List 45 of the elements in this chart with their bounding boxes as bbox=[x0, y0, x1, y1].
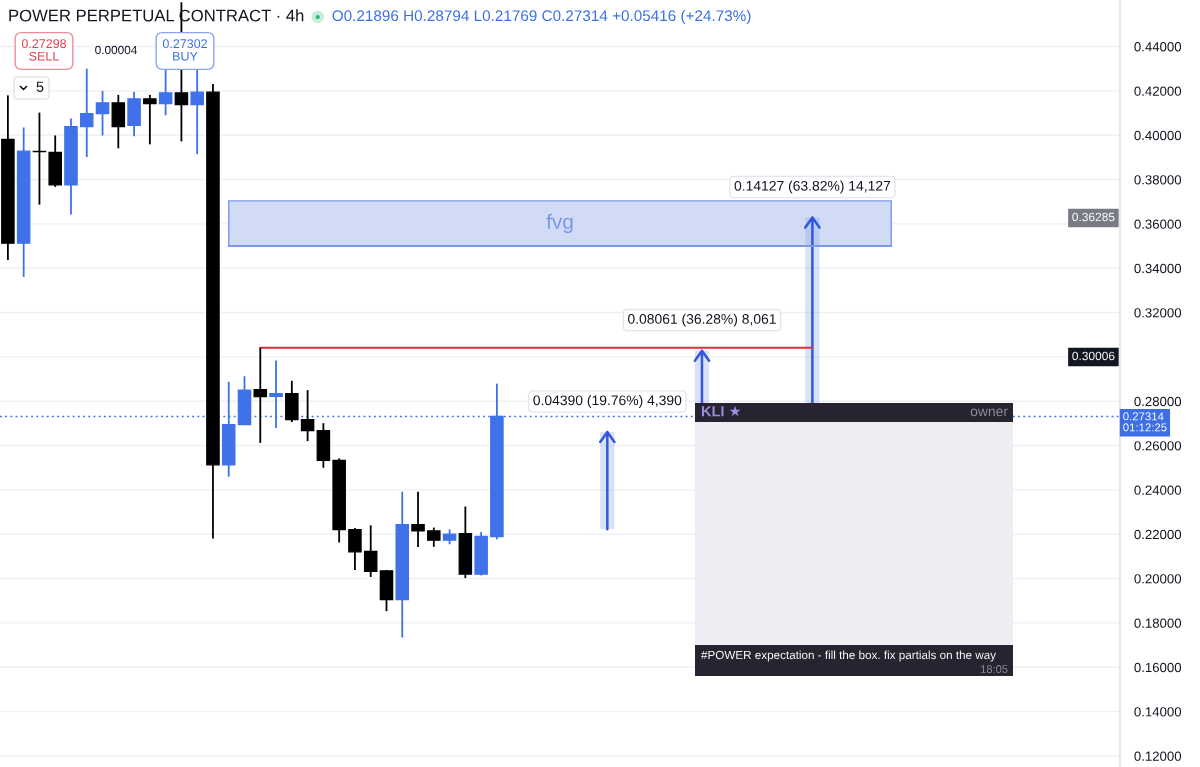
candlestick bbox=[95, 89, 110, 137]
y-tick-label: 0.28000 bbox=[1134, 396, 1182, 407]
y-tick-label: 0.18000 bbox=[1134, 618, 1182, 628]
y-tick-label: 0.16000 bbox=[1134, 662, 1182, 673]
annotation: 0.30006 bbox=[1072, 351, 1115, 361]
candlestick bbox=[411, 490, 425, 548]
y-tick-label: 0.14000 bbox=[1134, 707, 1182, 717]
data-label: 0.08061 (36.28%) 8,061 bbox=[628, 313, 776, 327]
candlestick bbox=[269, 359, 283, 429]
y-tick-label: 0.44000 bbox=[1134, 42, 1182, 52]
data-label: 0.04390 (19.76%) 4,390 bbox=[533, 395, 682, 408]
y-tick-label: 0.34000 bbox=[1134, 263, 1182, 274]
candlestick bbox=[427, 526, 441, 548]
annotation: #POWER expectation - fill the box. fix partials on the way bbox=[701, 650, 997, 662]
y-tick-label: 0.24000 bbox=[1134, 485, 1182, 495]
y-tick-label: 0.22000 bbox=[1134, 529, 1182, 540]
candlestick bbox=[300, 389, 315, 443]
annotation: 0.36285 bbox=[1072, 212, 1115, 222]
annotation: 18:05 bbox=[981, 665, 1008, 673]
annotation: 0.00004 bbox=[95, 45, 137, 55]
candlestick bbox=[190, 67, 204, 156]
y-tick-label: 0.38000 bbox=[1134, 175, 1182, 185]
y-tick-label: 0.26000 bbox=[1134, 441, 1182, 451]
annotation: owner bbox=[970, 408, 1008, 417]
y-tick-label: 0.32000 bbox=[1134, 308, 1182, 318]
y-tick-label: 0.40000 bbox=[1134, 130, 1182, 141]
annotation: 5 bbox=[36, 81, 44, 92]
annotation: KLI ★ bbox=[701, 405, 741, 417]
candlestick bbox=[158, 67, 173, 117]
ref-line-label: 0.27314 01:12:25 bbox=[1123, 412, 1167, 432]
candlestick bbox=[348, 527, 362, 571]
text: O0.21896 H0.28794 L0.21769 C0.27314 +0.05416 (+24.73%) bbox=[332, 9, 751, 25]
series-label: fvg bbox=[546, 213, 573, 234]
y-tick-label: 0.20000 bbox=[1134, 574, 1182, 584]
candlestick bbox=[79, 67, 94, 159]
candlestick bbox=[143, 93, 157, 146]
data-label: 0.14127 (63.82%) 14,127 bbox=[734, 180, 891, 194]
candlestick bbox=[253, 346, 268, 444]
annotation: 0.27302 BUY bbox=[162, 39, 207, 61]
candlestick bbox=[363, 524, 378, 578]
candlestick bbox=[111, 93, 126, 150]
y-tick-label: 0.42000 bbox=[1134, 86, 1182, 96]
y-tick-label: 0.36000 bbox=[1134, 219, 1182, 229]
annotation: 0.27298 SELL bbox=[21, 39, 67, 61]
y-tick-label: 0.12000 bbox=[1134, 751, 1182, 761]
